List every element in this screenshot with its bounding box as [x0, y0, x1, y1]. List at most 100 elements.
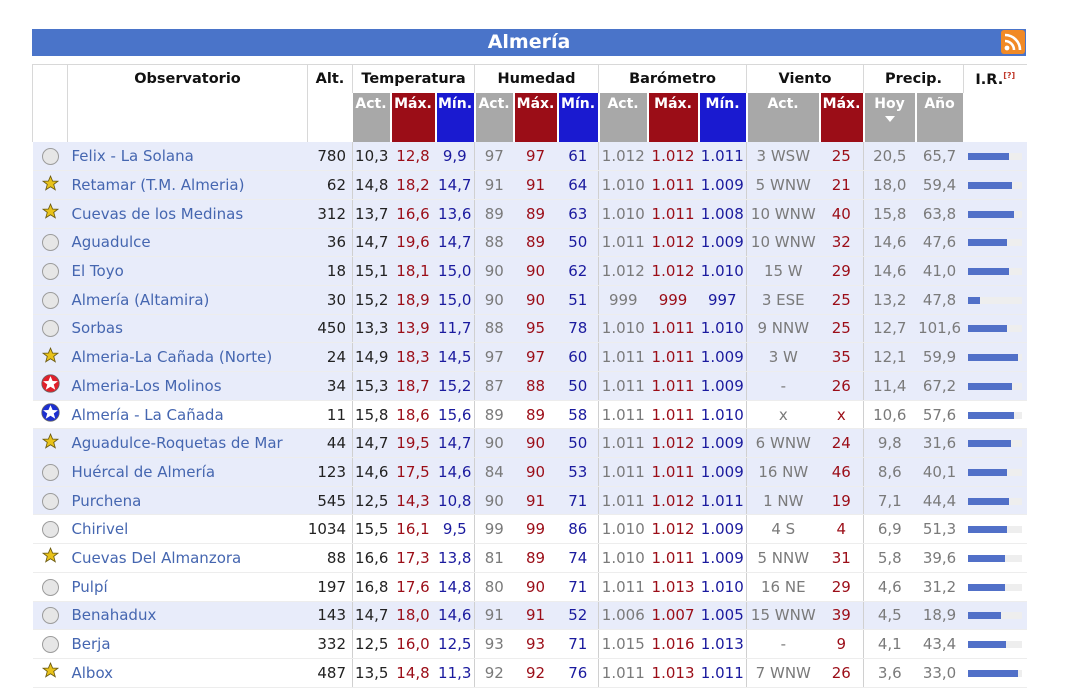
wind-max: 21: [819, 170, 864, 200]
station-status-cell: [32, 256, 68, 286]
station-name-link[interactable]: Aguadulce: [67, 228, 308, 258]
temp-act: 16,8: [352, 572, 391, 602]
station-status-cell: [32, 400, 68, 430]
rss-icon[interactable]: [1001, 30, 1025, 54]
station-name-link[interactable]: El Toyo: [67, 256, 308, 286]
station-altitude: 780: [307, 142, 353, 172]
hum-max: 90: [513, 572, 558, 602]
temp-min: 13,8: [435, 543, 475, 573]
wind-max: 9: [819, 629, 864, 659]
baro-max: 1.011: [647, 199, 699, 229]
region-header: Almería: [32, 29, 1026, 56]
baro-act: 1.012: [598, 256, 648, 286]
station-status-cell: [32, 228, 68, 258]
baro-max: 1.011: [647, 457, 699, 487]
station-name-link[interactable]: Retamar (T.M. Almeria): [67, 170, 308, 200]
station-name-link[interactable]: Aguadulce-Roquetas de Mar: [67, 428, 308, 459]
ir-bar: [968, 325, 1023, 333]
station-name-link[interactable]: Almeria-Los Molinos: [67, 371, 308, 401]
station-name-link[interactable]: Chirivel: [67, 514, 308, 545]
sub-hum-max[interactable]: Máx.: [513, 93, 559, 142]
temp-act: 13,3: [352, 314, 391, 344]
temp-min: 14,5: [435, 342, 475, 372]
hum-act: 91: [474, 170, 514, 200]
station-name-link[interactable]: Almería - La Cañada: [67, 400, 308, 430]
baro-act: 1.011: [598, 428, 648, 459]
hum-max: 90: [513, 428, 558, 459]
sub-hum-min[interactable]: Mín.: [557, 93, 600, 142]
station-status-cell: [32, 572, 68, 602]
hum-act: 97: [474, 142, 514, 172]
wind-max: 29: [819, 572, 864, 602]
sub-wind-max[interactable]: Máx.: [819, 93, 865, 142]
sub-hum-act[interactable]: Act.: [474, 93, 515, 142]
ir-bar: [968, 554, 1023, 562]
station-name-link[interactable]: Pulpí: [67, 572, 308, 602]
station-name-link[interactable]: Almería (Altamira): [67, 285, 308, 315]
precip-hoy: 14,6: [863, 228, 916, 258]
star-yellow-icon: [41, 346, 60, 369]
temp-act: 12,5: [352, 629, 391, 659]
col-observatorio[interactable]: Observatorio: [67, 64, 308, 93]
sub-temp-min[interactable]: Mín.: [435, 93, 476, 142]
sub-baro-act[interactable]: Act.: [598, 93, 649, 142]
sub-baro-max[interactable]: Máx.: [647, 93, 700, 142]
station-name-link[interactable]: Albox: [67, 658, 308, 688]
wind-act: -: [746, 371, 820, 401]
sub-precip-anio[interactable]: Año: [915, 93, 965, 142]
baro-min: 1.010: [698, 314, 747, 344]
temp-act: 15,8: [352, 400, 391, 430]
station-circle-icon: [41, 463, 59, 481]
station-name-link[interactable]: Cuevas Del Almanzora: [67, 543, 308, 573]
hum-act: 97: [474, 342, 514, 372]
ir-cell: [963, 658, 1027, 688]
station-name-link[interactable]: Sorbas: [67, 314, 308, 344]
wind-act: 16 NW: [746, 457, 820, 487]
baro-act: 1.011: [598, 658, 648, 688]
sub-temp-act[interactable]: Act.: [352, 93, 392, 142]
station-name-link[interactable]: Purchena: [67, 486, 308, 516]
hum-act: 88: [474, 314, 514, 344]
ir-bar-fill: [968, 440, 1012, 448]
baro-act: 999: [598, 285, 648, 315]
station-circle-icon: [41, 263, 59, 281]
ir-cell: [963, 543, 1027, 573]
ir-bar-fill: [968, 268, 1010, 276]
sub-baro-min[interactable]: Mín.: [698, 93, 748, 142]
hum-max: 90: [513, 256, 558, 286]
baro-max: 1.011: [647, 314, 699, 344]
baro-min: 1.009: [698, 170, 747, 200]
station-status-cell: [32, 371, 68, 401]
sub-precip-hoy[interactable]: Hoy: [863, 93, 917, 142]
ir-bar: [968, 583, 1023, 591]
wind-act: 15 W: [746, 256, 820, 286]
table-row: Almería - La Cañada 11 15,8 18,6 15,6 89 89 58 1…: [32, 400, 1027, 430]
ir-bar: [968, 440, 1023, 448]
station-name-link[interactable]: Cuevas de los Medinas: [67, 199, 308, 229]
table-row: Pulpí 197 16,8 17,6 14,8 80 90 71 1.011 1.013 1.01…: [32, 572, 1027, 602]
col-precip: Precip.: [863, 64, 964, 93]
station-name-link[interactable]: Benahadux: [67, 601, 308, 631]
station-name-link[interactable]: Felix - La Solana: [67, 142, 308, 172]
baro-act: 1.015: [598, 629, 648, 659]
precip-hoy: 9,8: [863, 428, 916, 459]
ir-cell: [963, 428, 1027, 459]
ir-cell: [963, 400, 1027, 430]
station-name-link[interactable]: Huércal de Almería: [67, 457, 308, 487]
precip-hoy: 18,0: [863, 170, 916, 200]
sub-wind-act[interactable]: Act.: [746, 93, 821, 142]
station-name-link[interactable]: Berja: [67, 629, 308, 659]
station-name-link[interactable]: Almeria-La Cañada (Norte): [67, 342, 308, 372]
temp-max: 17,6: [390, 572, 436, 602]
station-status-cell: [32, 514, 68, 545]
baro-min: 1.010: [698, 256, 747, 286]
col-alt[interactable]: Alt.: [307, 64, 353, 93]
station-status-cell: [32, 342, 68, 372]
hum-act: 92: [474, 658, 514, 688]
ir-help-link[interactable]: [?]: [1003, 70, 1016, 80]
ir-cell: [963, 199, 1027, 229]
sub-temp-max[interactable]: Máx.: [390, 93, 437, 142]
precip-hoy: 12,7: [863, 314, 916, 344]
hum-max: 89: [513, 228, 558, 258]
hum-max: 90: [513, 285, 558, 315]
